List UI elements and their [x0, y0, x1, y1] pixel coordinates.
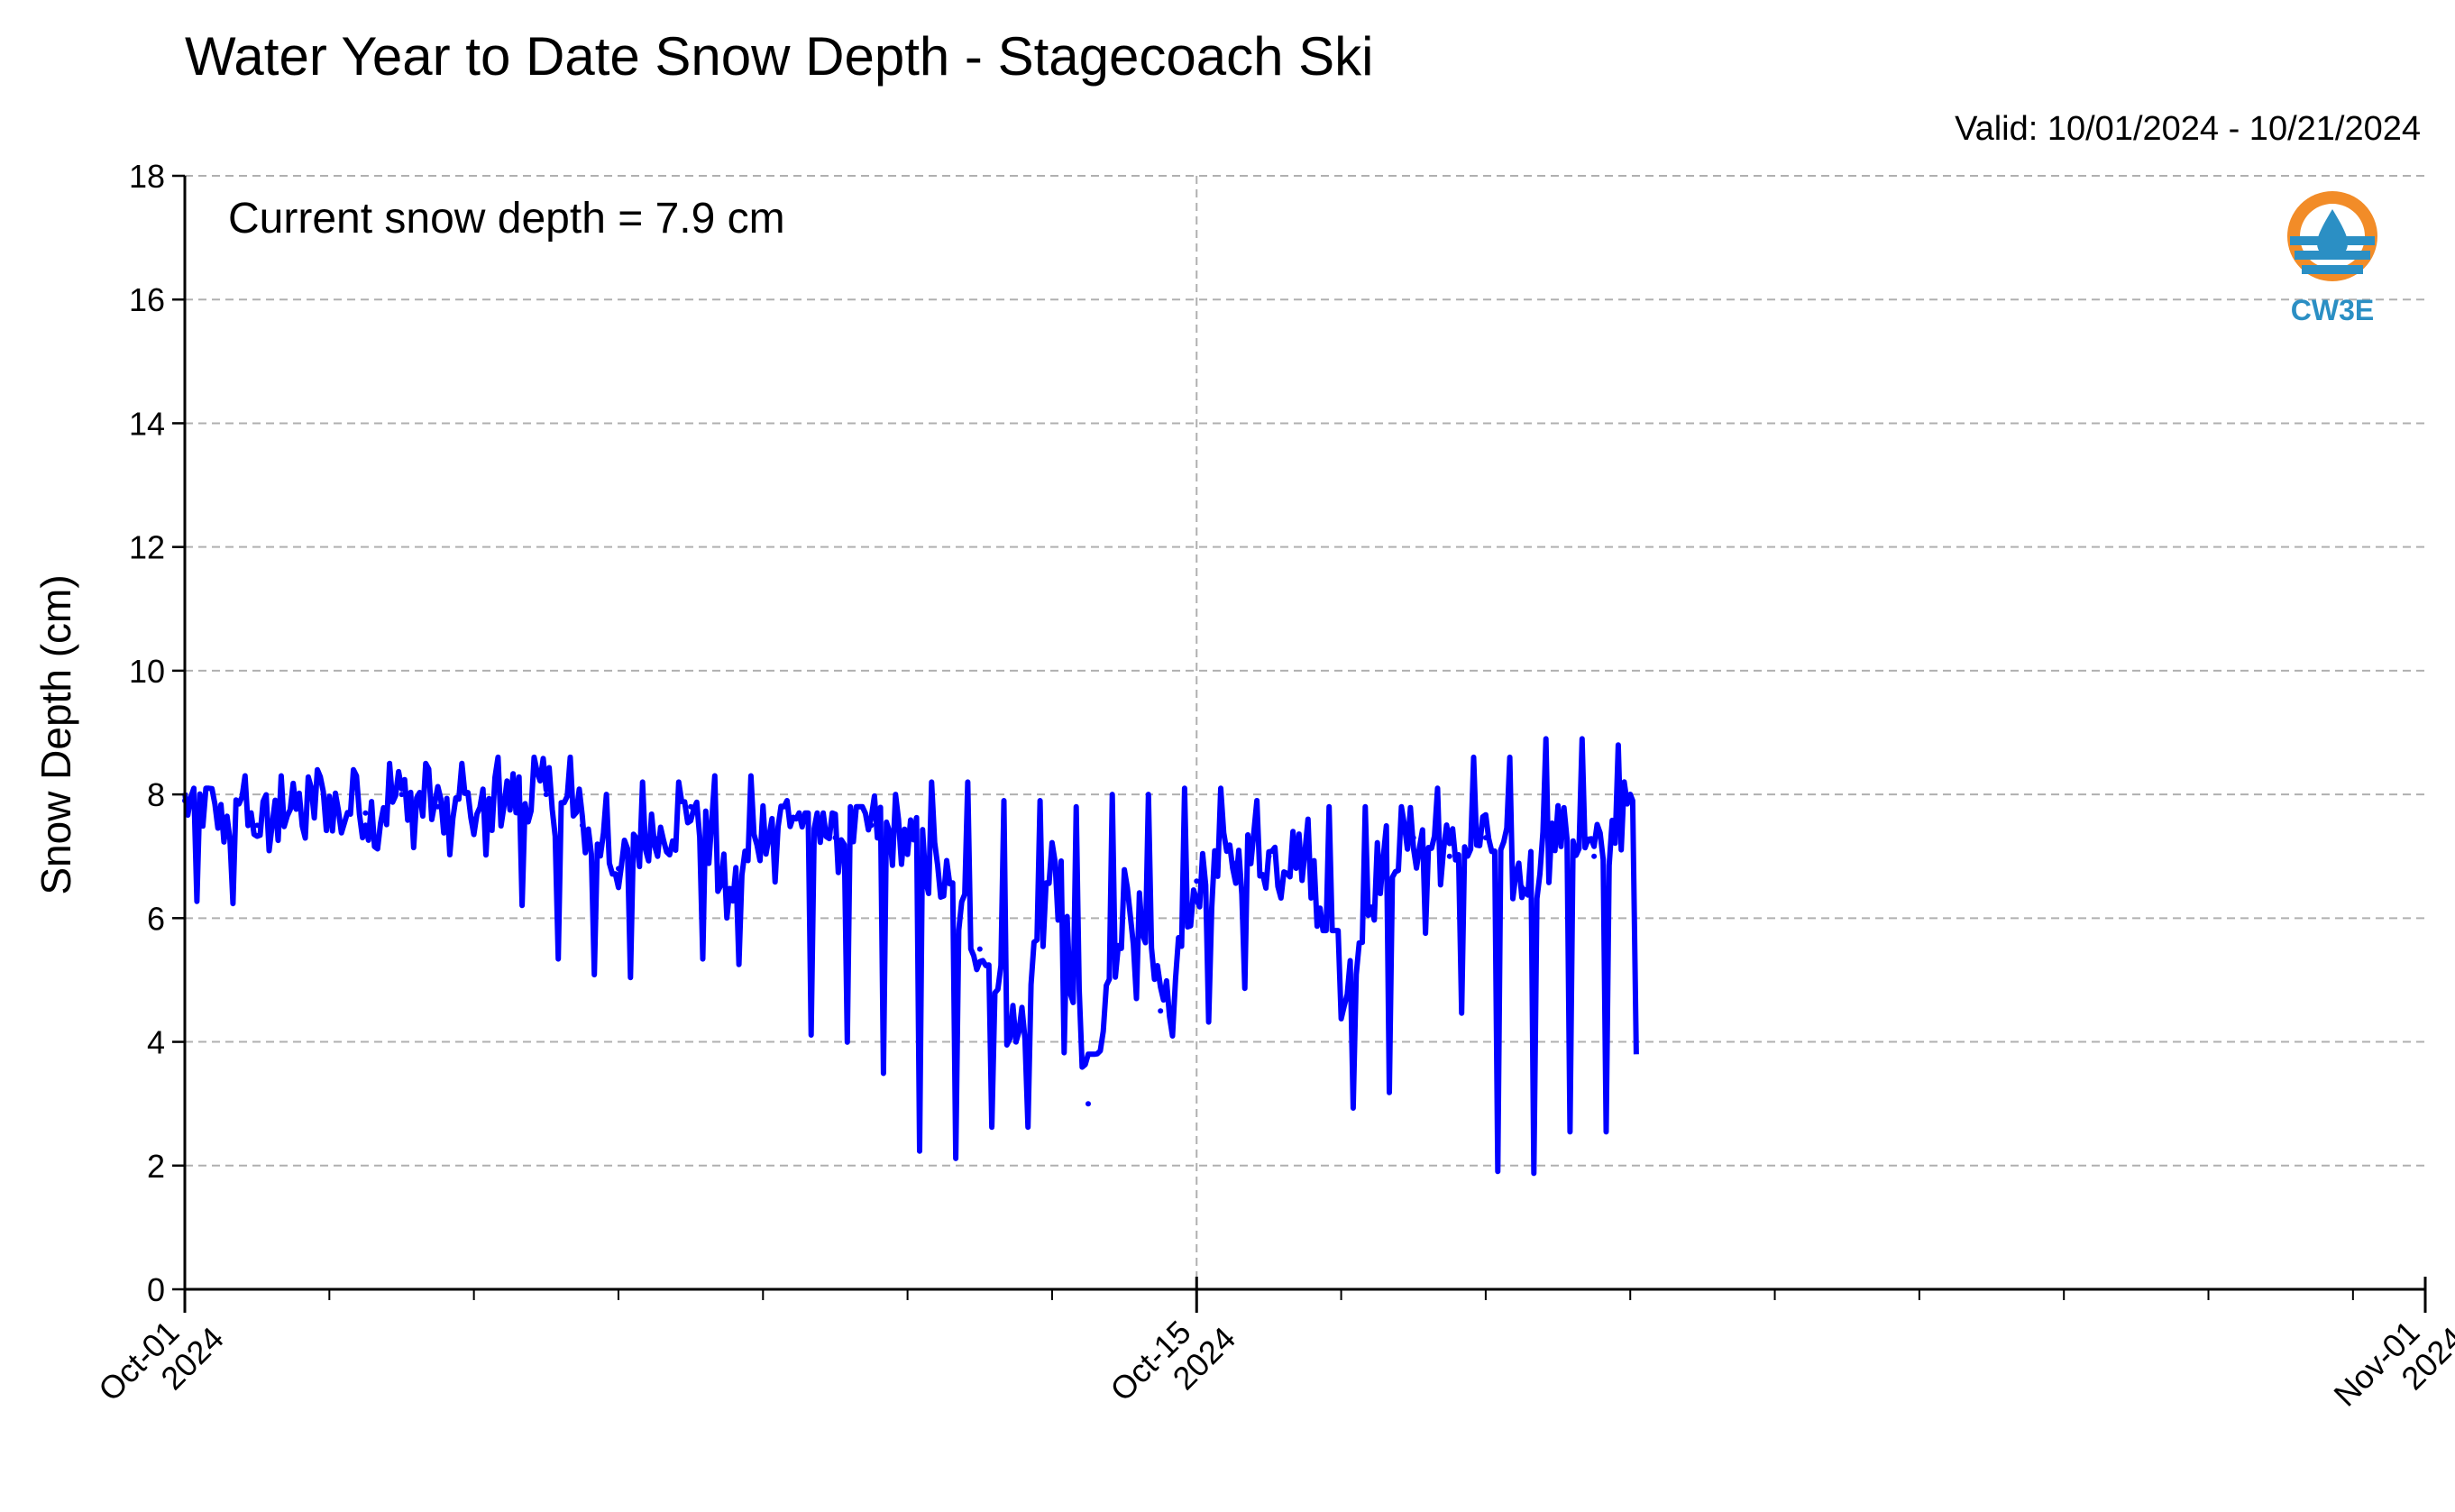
valid-date-range: Valid: 10/01/2024 - 10/21/2024	[1955, 110, 2421, 148]
data-point	[1266, 853, 1272, 859]
data-point	[760, 816, 766, 822]
data-point	[507, 798, 513, 803]
data-point	[579, 822, 585, 829]
water-drop-icon	[2317, 209, 2348, 259]
y-tick-label: 10	[129, 653, 165, 690]
cw3e-logo: CW3E	[2287, 191, 2377, 326]
y-tick-label: 6	[147, 900, 165, 937]
chart-title: Water Year to Date Snow Depth - Stagecoa…	[185, 26, 1374, 87]
data-point	[1591, 853, 1598, 859]
data-point	[940, 884, 947, 890]
y-tick-label: 12	[129, 529, 165, 566]
data-point	[1519, 884, 1525, 890]
current-depth-annotation: Current snow depth = 7.9 cm	[228, 195, 785, 243]
data-point	[616, 866, 621, 872]
data-point	[1122, 884, 1128, 890]
logo-wave-3	[2302, 265, 2363, 274]
snow-depth-series	[182, 736, 1639, 1177]
data-point	[398, 792, 405, 798]
data-point	[218, 816, 224, 822]
data-point	[1338, 1002, 1344, 1008]
data-point	[796, 810, 802, 816]
data-point	[1194, 878, 1200, 884]
data-point	[1410, 835, 1416, 841]
data-point	[868, 822, 875, 829]
data-point	[1230, 859, 1236, 866]
y-tick-label: 8	[147, 776, 165, 813]
data-point	[254, 822, 261, 829]
y-tick-label: 4	[147, 1024, 165, 1061]
data-point	[1012, 1039, 1019, 1045]
y-tick-label: 2	[147, 1148, 165, 1185]
data-point	[652, 835, 657, 841]
data-point	[1374, 859, 1380, 866]
data-point	[471, 816, 477, 822]
data-point	[290, 803, 297, 810]
snow-depth-line	[182, 736, 1639, 1177]
data-point	[976, 946, 983, 952]
data-point	[543, 792, 549, 798]
data-point	[1627, 792, 1634, 798]
y-tick-label: 18	[129, 158, 165, 195]
y-tick-label: 14	[129, 405, 165, 442]
data-point	[688, 803, 694, 810]
data-point	[1302, 847, 1308, 853]
data-point	[1086, 1101, 1091, 1107]
data-point	[1158, 1008, 1164, 1014]
y-tick-label: 16	[129, 281, 165, 318]
data-point	[326, 798, 333, 803]
data-point	[904, 841, 911, 847]
data-point	[1482, 835, 1489, 841]
y-tick-label: 0	[147, 1271, 165, 1308]
data-point	[362, 810, 369, 816]
data-point	[724, 903, 730, 909]
logo-text: CW3E	[2291, 294, 2374, 326]
data-point	[435, 803, 441, 810]
grid-lines	[185, 175, 2425, 1289]
data-point	[1049, 853, 1055, 859]
data-point	[1446, 853, 1452, 859]
data-point	[832, 835, 838, 841]
data-point	[1555, 822, 1562, 829]
